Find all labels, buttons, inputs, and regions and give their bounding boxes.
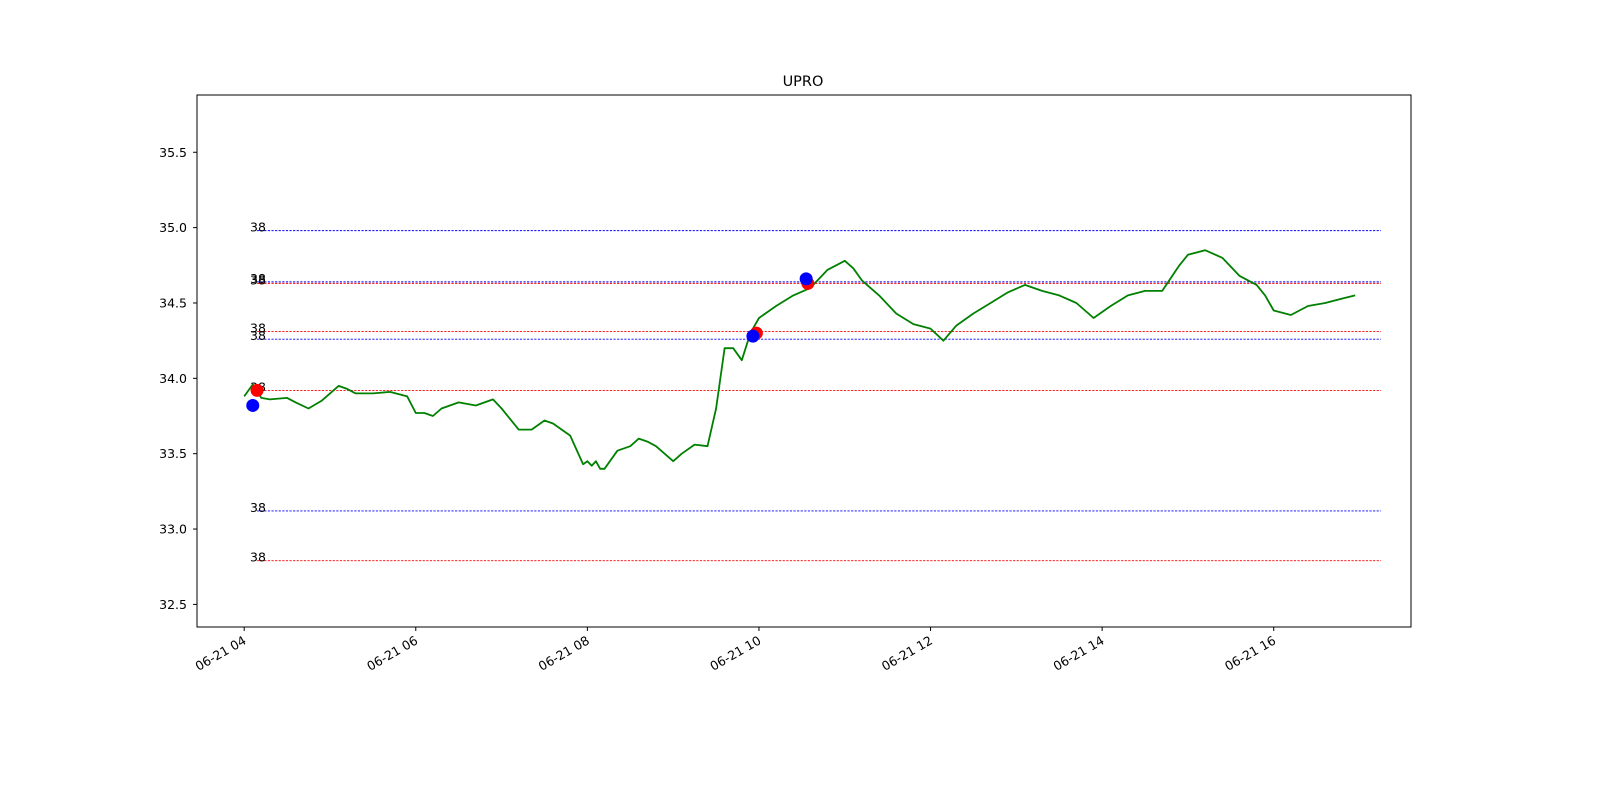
- y-tick-label: 35.5: [159, 145, 187, 160]
- level-line-label: 38: [250, 271, 266, 286]
- y-tick-label: 33.5: [159, 446, 187, 461]
- plot-area: 3838383838383838: [243, 220, 1381, 565]
- buy-marker: [799, 272, 813, 286]
- level-line-label: 38: [250, 272, 266, 287]
- level-line-label: 38: [250, 550, 266, 565]
- y-tick-label: 34.0: [159, 371, 187, 386]
- y-tick-label: 32.5: [159, 597, 187, 612]
- sell-marker: [250, 383, 264, 397]
- level-line-label: 38: [250, 328, 266, 343]
- series-line: [243, 249, 1356, 470]
- y-tick-label: 34.5: [159, 295, 187, 310]
- buy-marker: [746, 329, 760, 343]
- buy-marker: [246, 398, 260, 412]
- level-line-label: 38: [250, 220, 266, 235]
- y-tick-label: 33.0: [159, 522, 187, 537]
- level-line-label: 38: [250, 321, 266, 336]
- axes-frame: [196, 94, 1412, 628]
- level-line-label: 38: [250, 500, 266, 515]
- chart-title: UPRO: [783, 74, 824, 90]
- y-tick-label: 35.0: [159, 220, 187, 235]
- y-axis: 32.5 33.0 33.5 34.0 34.5 35.0 35.5: [159, 145, 197, 612]
